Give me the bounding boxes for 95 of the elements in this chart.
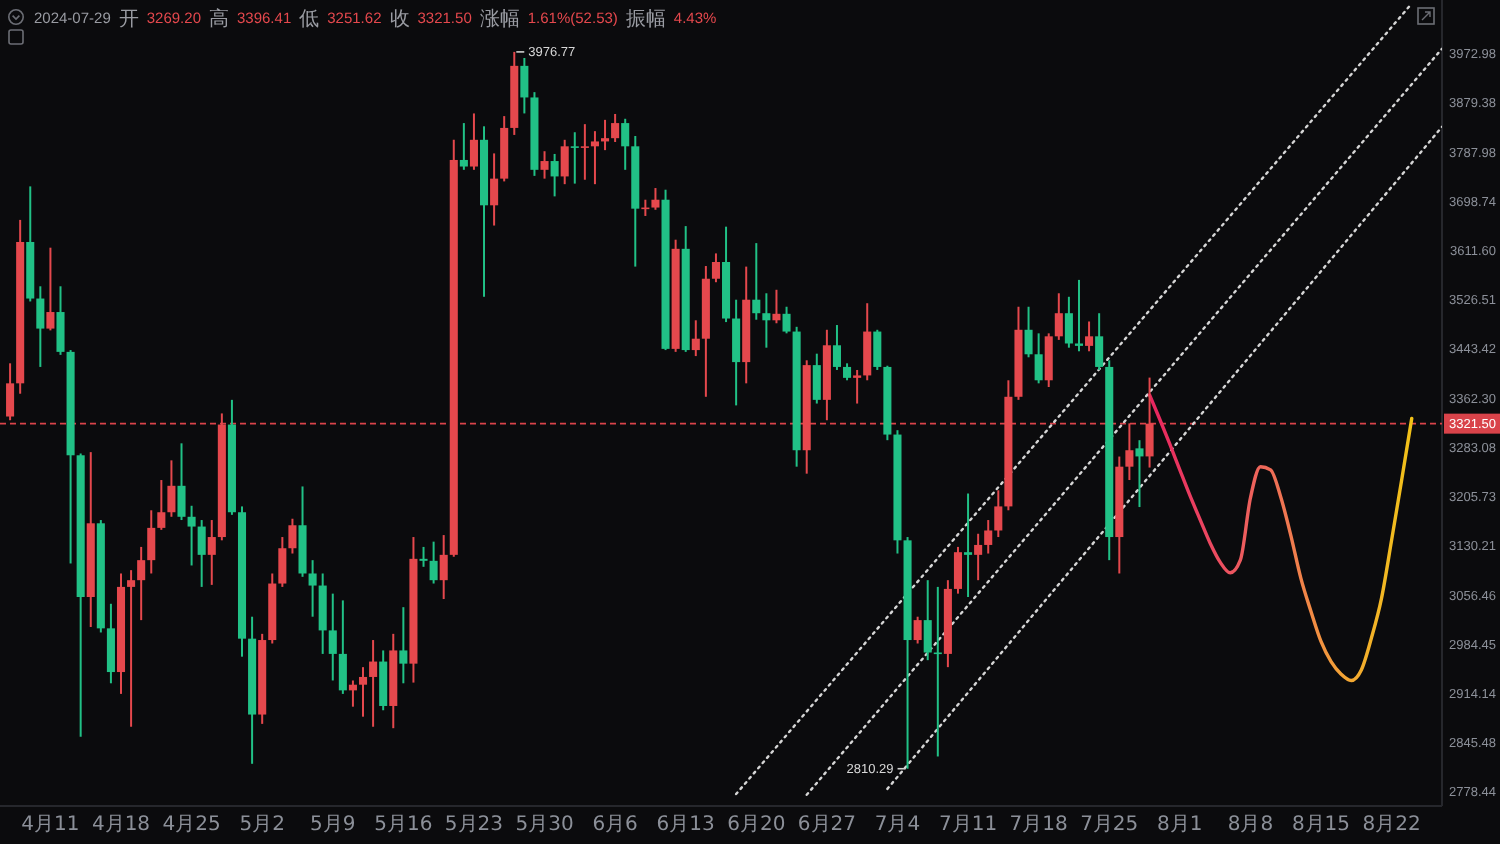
candlestick <box>439 534 448 601</box>
candlestick <box>419 545 428 568</box>
candlestick <box>1074 278 1084 353</box>
candlestick <box>358 666 368 718</box>
candlestick <box>732 298 741 407</box>
candlestick <box>691 319 700 358</box>
candlestick <box>1095 312 1104 371</box>
candlestick <box>964 492 973 599</box>
x-tick-label: 6月13 <box>656 814 715 837</box>
candlestick <box>490 152 499 227</box>
x-tick-label: 7月11 <box>938 814 998 837</box>
candlestick <box>338 599 347 695</box>
candlestick <box>853 368 862 405</box>
candlestick <box>570 131 579 185</box>
candlestick <box>106 602 115 685</box>
x-tick-label: 4月11 <box>21 814 80 837</box>
candlestick <box>520 57 529 115</box>
x-tick-label: 4月25 <box>162 814 221 837</box>
candlestick <box>994 489 1003 539</box>
candlestick <box>974 532 983 582</box>
candlestick <box>772 288 781 325</box>
candlestick <box>147 509 156 575</box>
candlestick <box>923 579 932 662</box>
candlestick <box>127 569 136 728</box>
candlestick <box>46 246 55 332</box>
x-tick-label: 8月8 <box>1227 814 1274 837</box>
line-series <box>1147 393 1414 683</box>
candlestick <box>580 123 589 181</box>
x-tick-label: 8月22 <box>1362 814 1421 837</box>
candlestick <box>953 545 963 595</box>
candlestick <box>56 285 65 356</box>
annotation: 高 <box>209 7 229 31</box>
candlestick <box>651 187 660 211</box>
x-tick-label: 7月4 <box>874 814 921 837</box>
candlestick <box>197 519 206 588</box>
x-tick-label: 5月9 <box>310 814 356 837</box>
candlestick <box>812 352 821 405</box>
candlestick <box>873 328 882 371</box>
candlestick <box>1044 332 1053 388</box>
x-tick-label: 6月27 <box>797 814 856 837</box>
annotation: 振幅 <box>625 7 666 31</box>
candlestick <box>177 442 186 522</box>
candlestick <box>167 459 176 518</box>
candlestick <box>601 118 610 152</box>
candlestick <box>762 292 771 349</box>
candlestick <box>278 536 287 588</box>
x-tick-label: 4月18 <box>91 814 151 837</box>
x-tick-label: 8月1 <box>1157 814 1203 837</box>
candlestick <box>832 324 841 371</box>
candlestick <box>611 112 620 143</box>
x-tick-label: 7月18 <box>1009 814 1068 837</box>
candlestick <box>288 517 297 555</box>
candlestick <box>1034 332 1043 385</box>
x-tick-label: 5月23 <box>444 814 504 837</box>
candlestick <box>1064 295 1073 349</box>
x-tick-label: 6月20 <box>727 814 786 837</box>
candlestick <box>540 150 549 180</box>
candlestick <box>379 649 388 712</box>
candlestick <box>782 305 791 335</box>
candlestick <box>399 606 408 685</box>
candlestick <box>1085 320 1094 353</box>
candlestick <box>1135 439 1144 509</box>
annotation: 收 <box>389 9 410 31</box>
candlestick <box>621 117 630 171</box>
candlestick <box>590 130 599 186</box>
candlestick <box>318 572 327 655</box>
annotation: 低 <box>299 9 320 31</box>
candlestick <box>459 122 468 171</box>
x-tick-label: 7月25 <box>1080 814 1139 837</box>
candlestick <box>137 545 146 622</box>
candlestick <box>984 519 993 555</box>
candlestick <box>207 519 216 586</box>
candlestick <box>308 559 317 618</box>
candlestick <box>36 285 45 368</box>
annotation: 开 <box>118 9 139 31</box>
candlestick <box>328 592 337 682</box>
x-tick-label: 5月30 <box>515 814 574 837</box>
candlestick <box>157 479 166 531</box>
candlestick <box>469 112 478 171</box>
candlestick <box>550 152 559 198</box>
candlestick <box>1054 292 1063 341</box>
candlestick <box>429 540 438 585</box>
x-tick-label: 5月2 <box>239 814 285 837</box>
x-tick-label: 6月6 <box>592 814 638 837</box>
candlestick <box>711 252 720 284</box>
candlestick <box>913 615 922 645</box>
candlestick <box>752 242 761 321</box>
x-tick-label: 5月16 <box>374 814 433 837</box>
candlestick <box>560 138 569 186</box>
candlestick <box>187 504 196 567</box>
candlestick <box>369 639 378 728</box>
candlestick <box>863 302 872 382</box>
candlestick <box>1024 305 1033 359</box>
annotation: 涨幅 <box>479 7 520 31</box>
x-tick-label: 8月15 <box>1291 814 1351 837</box>
